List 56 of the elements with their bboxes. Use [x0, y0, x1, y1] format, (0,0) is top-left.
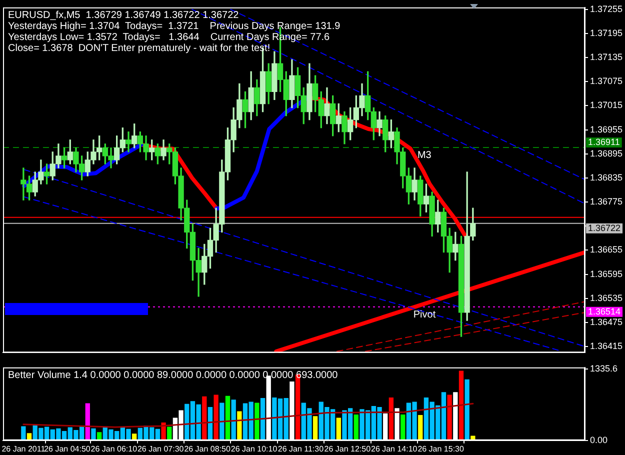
- bar: [202, 396, 207, 440]
- x-tick-label: 26 Jan 04:50: [44, 444, 91, 454]
- y-tick-label: 1.37015: [590, 100, 623, 110]
- y-tick-label: 1.36535: [590, 292, 623, 303]
- x-tick-label: 26 Jan 2011: [2, 444, 46, 454]
- x-tick-label: 26 Jan 06:10: [90, 444, 138, 454]
- ref-line-label: 1.36722: [588, 222, 621, 233]
- x-tick-label: 26 Jan 15:30: [418, 444, 464, 454]
- y-tick-label: 0.00: [590, 434, 608, 445]
- bar: [208, 407, 213, 440]
- bar: [388, 397, 394, 440]
- y-tick-label: 1.36835: [590, 172, 623, 182]
- y-tick-label: 1.36595: [590, 268, 623, 279]
- x-tick-label: 26 Jan 08:50: [184, 444, 231, 454]
- bar: [161, 422, 166, 440]
- chart-title: EURUSD_fx,M5 1.36729 1.36749 1.36722 1.36722: [8, 10, 240, 22]
- bar: [354, 414, 358, 440]
- y-tick-label: 1.36475: [590, 316, 623, 327]
- bar: [225, 396, 230, 440]
- bar: [85, 403, 90, 440]
- y-tick-label: 1.36415: [590, 341, 623, 352]
- bar: [312, 416, 318, 440]
- y-tick-label: 1.36775: [590, 196, 623, 207]
- ref-line-label: 1.36514: [588, 306, 621, 316]
- bar: [400, 414, 406, 440]
- y-tick-label: 1335.6: [590, 364, 618, 374]
- bar: [231, 400, 236, 440]
- annotation: M3: [417, 150, 432, 162]
- bar: [447, 394, 452, 440]
- y-tick-label: 1.37135: [590, 52, 623, 62]
- x-tick-label: 26 Jan 11:30: [278, 444, 324, 454]
- y-tick-label: 1.37075: [590, 76, 623, 86]
- bar: [336, 418, 341, 440]
- bar: [21, 426, 26, 440]
- y-tick-label: 1.36955: [590, 124, 623, 134]
- x-tick-label: 26 Jan 10:10: [230, 444, 278, 454]
- bar: [167, 426, 172, 440]
- bar: [91, 428, 96, 440]
- bar: [464, 379, 470, 440]
- bar: [220, 402, 224, 440]
- bar: [260, 398, 266, 440]
- x-tick-label: 26 Jan 07:30: [137, 444, 184, 454]
- annotation: Pivot: [413, 310, 436, 321]
- y-tick-label: 1.37255: [590, 4, 623, 14]
- annotation: Yesterdays High= 1.3704 Todays= 1.3721 Previous Days Range= 131.9: [8, 21, 341, 32]
- y-tick-label: 1.36655: [590, 244, 623, 255]
- x-tick-label: 26 Jan 14:10: [370, 444, 418, 454]
- bar: [458, 370, 464, 440]
- bar: [214, 394, 218, 440]
- bar: [254, 402, 260, 440]
- bar: [418, 415, 423, 440]
- ref-line-label: 1.36911: [588, 136, 620, 147]
- x-tick-label: 26 Jan 12:50: [324, 444, 372, 454]
- y-tick-label: 1.36895: [590, 148, 623, 158]
- y-tick-label: 1.37195: [590, 28, 623, 38]
- chart-title: Better Volume 1.4 0.0000 0.0000 89.0000 0.0000 0.0000 0.0000 693.0000: [8, 370, 338, 382]
